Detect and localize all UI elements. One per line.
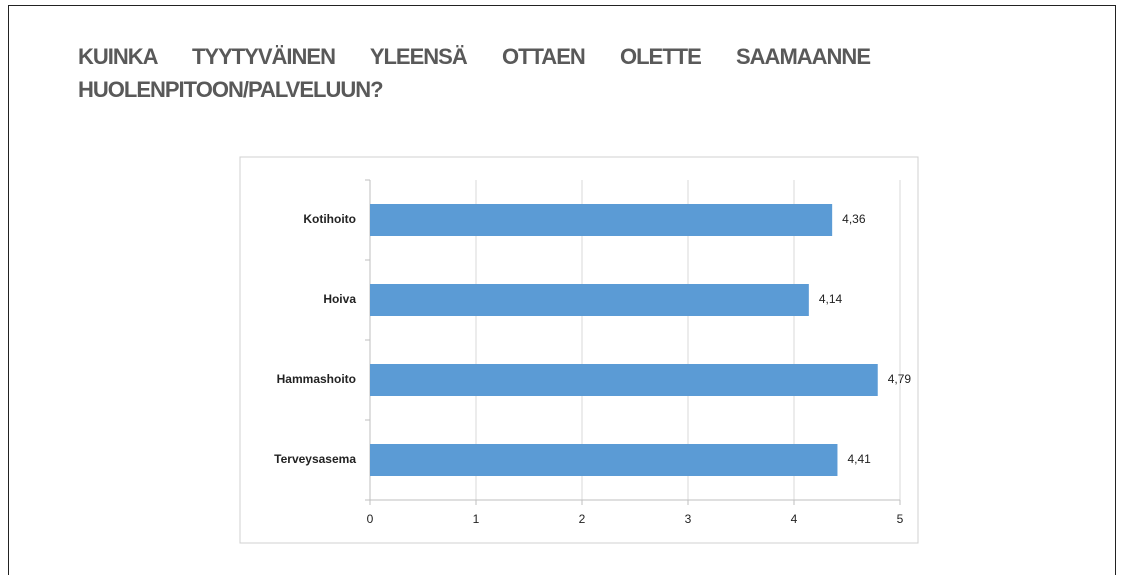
x-tick-label: 2 <box>579 512 586 526</box>
y-tick-label: Hoiva <box>323 292 356 306</box>
bar <box>370 444 838 476</box>
bar <box>370 204 833 236</box>
x-tick-label: 1 <box>473 512 480 526</box>
x-tick-label: 5 <box>897 512 904 526</box>
x-tick-label: 0 <box>367 512 374 526</box>
y-tick-label: Kotihoito <box>303 212 356 226</box>
chart-title: KUINKA TYYTYVÄINEN YLEENSÄ OTTAEN OLETTE… <box>78 44 871 102</box>
data-label: 4,14 <box>819 292 843 306</box>
data-label: 4,79 <box>888 372 912 386</box>
bar <box>370 284 809 316</box>
x-tick-label: 4 <box>791 512 798 526</box>
y-tick-label: Terveysasema <box>274 452 356 466</box>
y-tick-label: Hammashoito <box>277 372 356 386</box>
data-label: 4,36 <box>842 212 866 226</box>
slide-frame <box>8 5 1116 575</box>
data-label: 4,41 <box>847 452 871 466</box>
x-tick-label: 3 <box>685 512 692 526</box>
bar <box>370 364 878 396</box>
